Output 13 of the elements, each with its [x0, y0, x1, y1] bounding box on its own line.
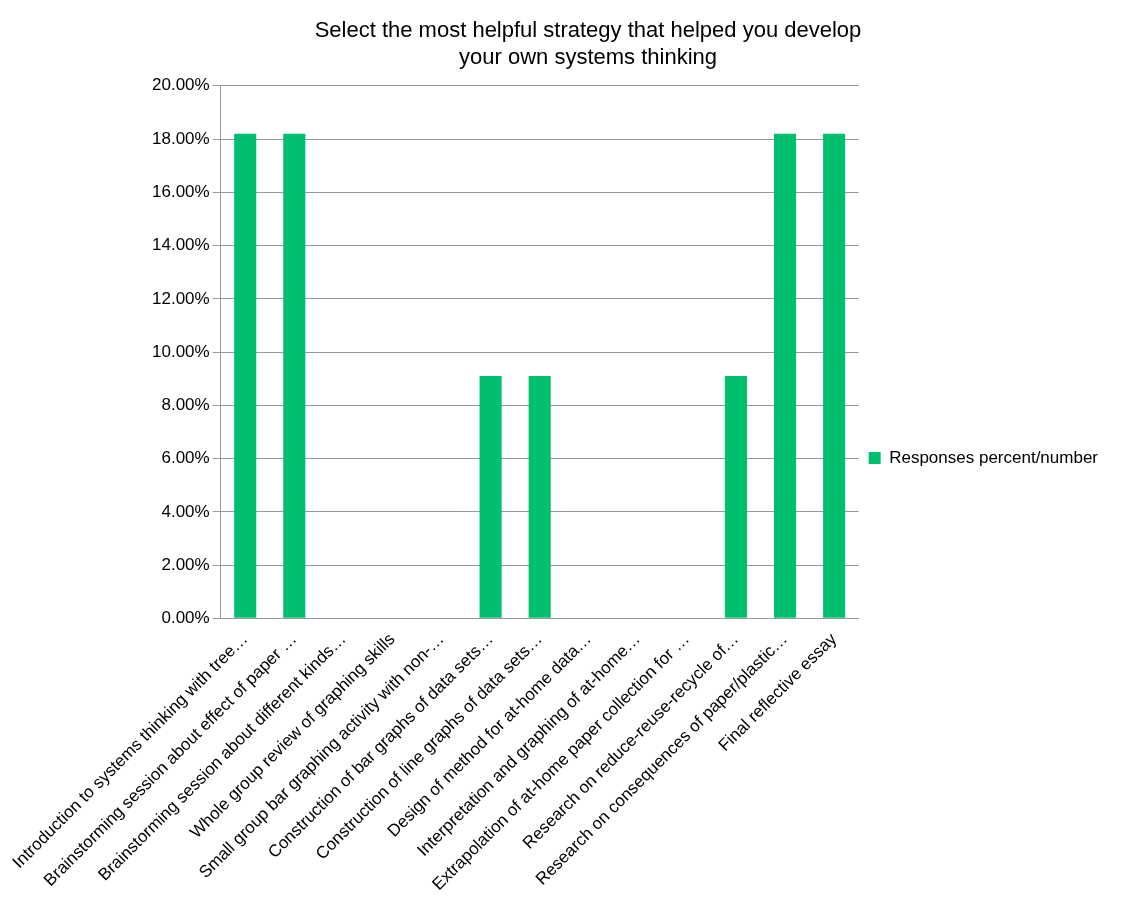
y-tick-label: 14.00% [152, 235, 210, 255]
y-tick-label: 20.00% [152, 75, 210, 95]
y-tick-label: 6.00% [161, 448, 210, 468]
legend-label: Responses percent/number [889, 447, 1099, 467]
y-tick-label: 10.00% [152, 341, 210, 361]
y-tick-label: 2.00% [161, 554, 210, 574]
y-tick-label: 18.00% [152, 128, 210, 148]
y-tick-label: 12.00% [152, 288, 210, 308]
y-tick-label: 8.00% [161, 395, 210, 415]
y-tick-label: 16.00% [152, 182, 210, 201]
y-tick-label: 4.00% [161, 501, 210, 521]
y-tick-label: 0.00% [161, 608, 210, 628]
chart-title: Select the most helpful strategy that helped you develop your own systems thinking [314, 17, 862, 69]
